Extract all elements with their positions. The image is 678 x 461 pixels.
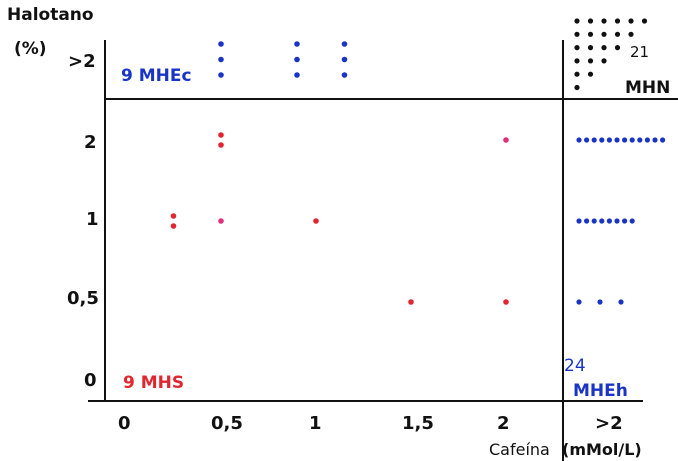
- data-point: [341, 56, 348, 63]
- data-point: [576, 137, 582, 143]
- y-tick-label: >2: [68, 51, 96, 72]
- data-point: [218, 72, 224, 78]
- data-point: [574, 18, 580, 24]
- data-point: [622, 137, 628, 143]
- data-point: [599, 137, 605, 143]
- x-tick-label: 1: [309, 413, 322, 434]
- data-point: [606, 137, 613, 143]
- data-point: [574, 45, 580, 51]
- data-point: [218, 41, 224, 47]
- data-point: [584, 218, 590, 224]
- data-point: [622, 218, 628, 224]
- data-point: [618, 299, 624, 305]
- data-point: [601, 45, 607, 51]
- data-point: [218, 218, 224, 224]
- x-tick-label: 0: [118, 413, 131, 434]
- data-point: [170, 223, 177, 229]
- y-axis-title: Halotano: [7, 5, 94, 25]
- data-point: [606, 218, 613, 224]
- x-tick-label: 1,5: [402, 413, 434, 434]
- data-point: [628, 31, 634, 37]
- data-point: [341, 72, 348, 78]
- data-point: [218, 132, 224, 138]
- data-point: [574, 31, 580, 37]
- data-point: [503, 137, 509, 143]
- data-point: [313, 218, 319, 224]
- data-point: [170, 213, 177, 219]
- x-tick-label: >2: [595, 413, 623, 434]
- data-point: [601, 18, 607, 24]
- region-label-mheh: MHEh: [573, 381, 628, 401]
- x-tick-label: 0,5: [211, 413, 243, 434]
- data-point: [597, 299, 603, 305]
- data-point: [637, 137, 643, 143]
- y-tick-label: 2: [84, 132, 97, 153]
- data-point: [587, 58, 594, 64]
- region-label-mheh-count: 24: [564, 356, 586, 376]
- data-point: [591, 218, 597, 224]
- data-point: [341, 41, 348, 47]
- data-point: [574, 84, 580, 91]
- data-point: [601, 58, 607, 64]
- data-point: [629, 218, 635, 224]
- data-point: [599, 218, 605, 224]
- data-point: [644, 137, 651, 143]
- data-point: [660, 137, 666, 143]
- x-tick-label: 2: [497, 413, 510, 434]
- data-point: [503, 299, 509, 305]
- x-axis-title: Cafeína: [489, 440, 550, 459]
- data-point: [408, 299, 414, 305]
- data-point: [587, 71, 594, 77]
- data-point: [614, 218, 620, 224]
- data-point: [574, 71, 580, 77]
- data-point: [614, 137, 620, 143]
- region-label-mhec: 9 MHEc: [121, 66, 192, 86]
- data-point: [218, 142, 224, 148]
- x-axis-unit: (mMol/L): [562, 440, 642, 459]
- region-label-mhs: 9 MHS: [123, 373, 184, 393]
- data-point: [587, 18, 594, 24]
- data-point: [614, 45, 621, 51]
- data-point: [587, 31, 594, 37]
- y-tick-label: 0: [84, 370, 97, 391]
- data-point: [641, 18, 648, 24]
- data-point: [591, 137, 597, 143]
- data-point: [614, 18, 621, 24]
- data-point: [576, 299, 582, 305]
- data-point: [628, 18, 634, 24]
- data-point: [652, 137, 658, 143]
- y-axis-unit: (%): [14, 39, 47, 59]
- data-point: [584, 137, 590, 143]
- y-tick-label: 1: [86, 209, 99, 230]
- data-point: [629, 137, 635, 143]
- region-label-mhn: MHN: [625, 78, 670, 98]
- data-point: [587, 45, 594, 51]
- data-point: [218, 56, 224, 63]
- y-tick-label: 0,5: [67, 288, 99, 309]
- data-point: [576, 218, 582, 224]
- data-point: [574, 58, 580, 64]
- data-point: [601, 31, 607, 37]
- data-point: [294, 56, 300, 63]
- data-points: [170, 18, 666, 305]
- data-point: [614, 31, 621, 37]
- data-point: [294, 72, 300, 78]
- data-point: [294, 41, 300, 47]
- region-label-mhn-count: 21: [630, 43, 649, 61]
